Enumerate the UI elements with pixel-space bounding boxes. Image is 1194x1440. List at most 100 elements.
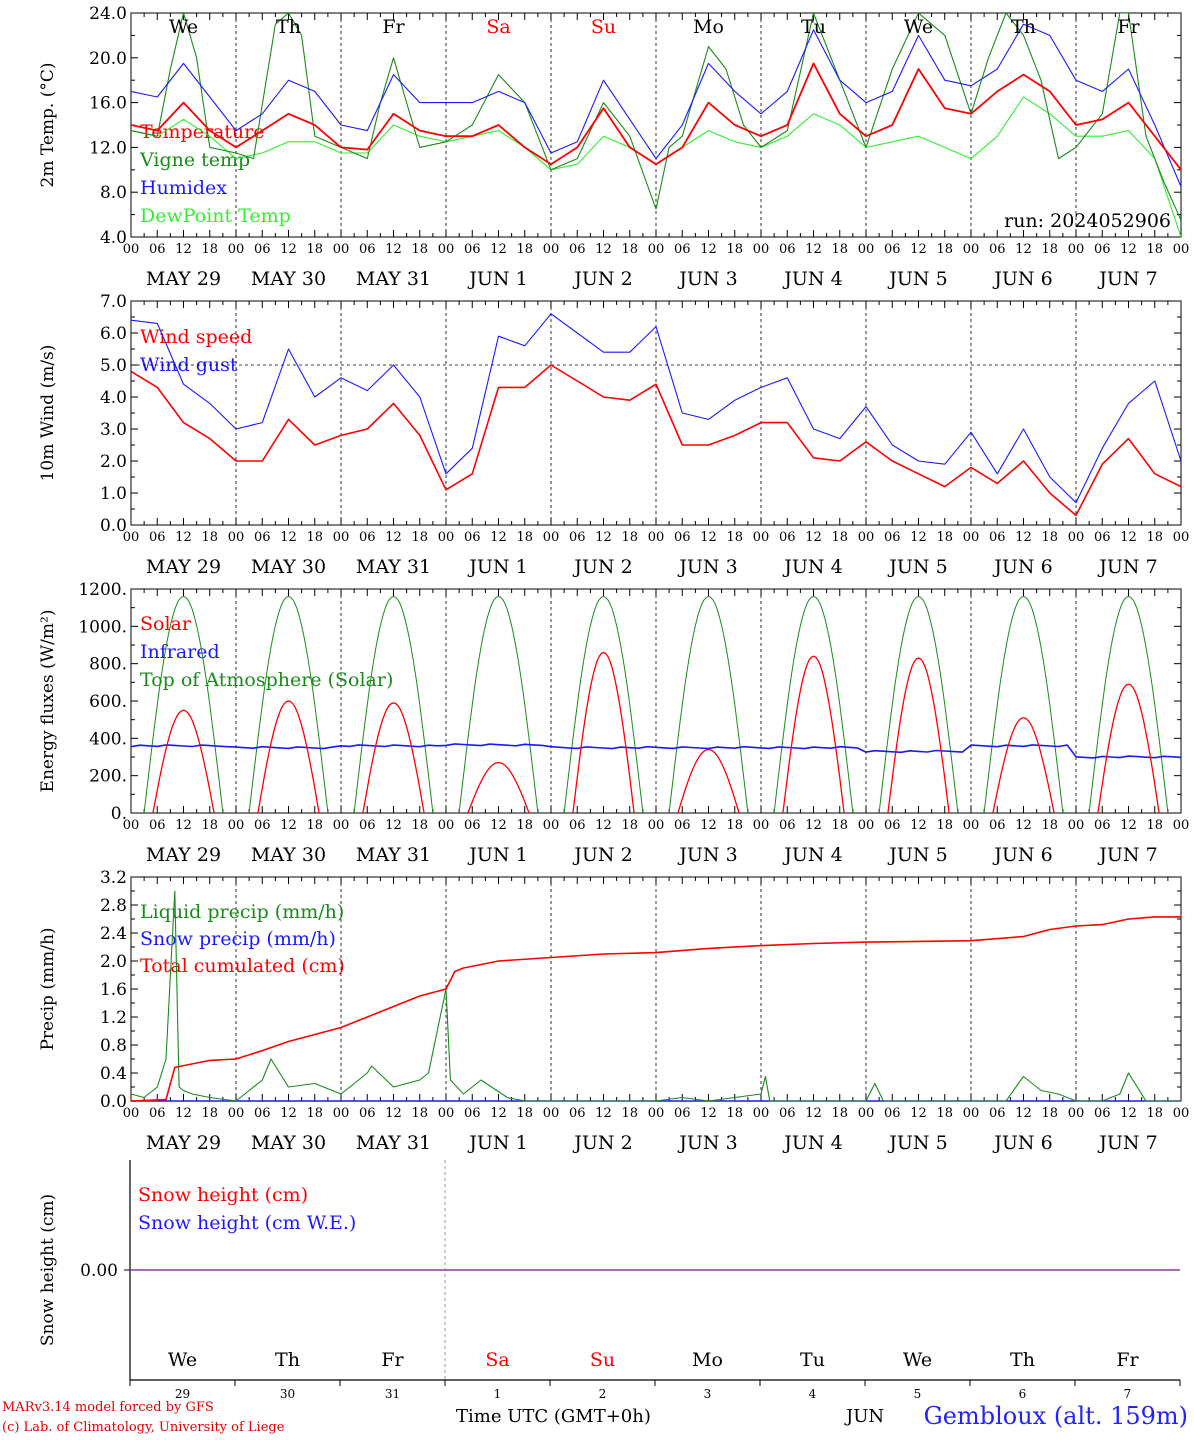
- date-label: JUN 4: [782, 268, 842, 290]
- hour-tick-label: 12: [595, 1106, 612, 1121]
- hour-tick-label: 12: [910, 242, 927, 257]
- hour-tick-label: 06: [989, 530, 1006, 545]
- hour-tick-label: 12: [490, 242, 507, 257]
- series-solar-day: [467, 761, 530, 814]
- series-solar-day: [152, 709, 215, 814]
- hour-tick-label: 06: [359, 818, 376, 833]
- hour-tick-label: 12: [1015, 1106, 1032, 1121]
- hour-tick-label: 00: [753, 242, 770, 257]
- hour-tick-label: 12: [1015, 530, 1032, 545]
- weekday-label: We: [169, 16, 198, 38]
- y-axis-label: Energy fluxes (W/m²): [38, 610, 58, 793]
- date-label: JUN 6: [992, 268, 1052, 290]
- day-number: 4: [809, 1387, 817, 1401]
- hour-tick-label: 00: [543, 242, 560, 257]
- hour-tick-label: 12: [490, 530, 507, 545]
- hour-tick-label: 00: [333, 242, 350, 257]
- hour-tick-label: 06: [254, 242, 271, 257]
- panel-5: 0.00 Snow height (cm) Snow height (cm) Snow…: [38, 1160, 1181, 1401]
- date-label: MAY 30: [251, 268, 326, 290]
- weekday-label: Th: [1010, 1349, 1035, 1371]
- date-label: JUN 6: [992, 844, 1052, 866]
- hour-tick-label: 12: [490, 1106, 507, 1121]
- plot-frame: [130, 300, 1182, 526]
- day-number: 6: [1019, 1387, 1027, 1401]
- y-tick-label: 5.0: [100, 356, 127, 376]
- hour-tick-label: 18: [1146, 1106, 1163, 1121]
- date-label: MAY 29: [146, 844, 221, 866]
- date-label: JUN 3: [677, 268, 737, 290]
- date-label: MAY 31: [356, 268, 431, 290]
- hour-tick-label: 06: [674, 242, 691, 257]
- hour-tick-label: 06: [149, 242, 166, 257]
- weekday-label: Th: [276, 16, 301, 38]
- series-liquid-precip: [130, 890, 1181, 1102]
- hour-tick-label: 12: [910, 1106, 927, 1121]
- legend-entry: Wind gust: [140, 354, 238, 376]
- day-number: 31: [385, 1387, 400, 1401]
- hour-tick-label: 12: [175, 818, 192, 833]
- hour-tick-label: 00: [1173, 818, 1190, 833]
- y-tick-label: 20.0: [89, 49, 127, 69]
- hour-tick-label: 18: [201, 530, 218, 545]
- hour-tick-label: 00: [858, 818, 875, 833]
- hour-tick-label: 00: [1068, 1106, 1085, 1121]
- date-label: JUN 6: [992, 1132, 1052, 1154]
- hour-tick-label: 06: [464, 818, 481, 833]
- hour-tick-label: 12: [595, 242, 612, 257]
- y-tick-label: 16.0: [89, 94, 127, 114]
- hour-tick-label: 18: [306, 530, 323, 545]
- weekday-label: Tu: [801, 16, 826, 38]
- y-tick-label: 200.: [89, 767, 127, 787]
- y-tick-label: 4.0: [100, 228, 127, 248]
- series-toa-day: [563, 596, 644, 814]
- y-tick-label: 0.8: [100, 1036, 127, 1056]
- weekday-label: Fr: [382, 16, 405, 38]
- hour-tick-label: 06: [464, 242, 481, 257]
- hour-tick-label: 18: [306, 818, 323, 833]
- y-axis-label: Precip (mm/h): [38, 927, 58, 1050]
- hour-tick-label: 00: [1173, 530, 1190, 545]
- hour-tick-label: 00: [543, 818, 560, 833]
- hour-tick-label: 12: [1120, 1106, 1137, 1121]
- y-tick-label: 2.0: [100, 452, 127, 472]
- hour-tick-label: 06: [779, 1106, 796, 1121]
- hour-tick-label: 06: [359, 530, 376, 545]
- hour-tick-label: 12: [805, 530, 822, 545]
- series-solar-day: [257, 700, 320, 814]
- hour-tick-label: 00: [333, 1106, 350, 1121]
- date-label: JUN 2: [572, 1132, 632, 1154]
- series-solar-day: [1097, 683, 1160, 814]
- hour-tick-label: 18: [516, 818, 533, 833]
- date-label: JUN 3: [677, 1132, 737, 1154]
- hour-tick-label: 06: [569, 530, 586, 545]
- series-temperature: [131, 62, 1181, 171]
- hour-tick-label: 06: [1094, 818, 1111, 833]
- date-label: JUN 1: [467, 556, 527, 578]
- panel-4: 0.0 0.4 0.8 1.2 1.6 2.0 2.4 2.8 3.2 Precip (mm/h)…: [38, 868, 1189, 1154]
- hour-tick-label: 12: [910, 818, 927, 833]
- date-label: MAY 31: [356, 1132, 431, 1154]
- series-vigne-temp: [131, 13, 1181, 221]
- hour-tick-label: 00: [963, 242, 980, 257]
- hour-tick-label: 00: [648, 818, 665, 833]
- hour-tick-label: 18: [726, 242, 743, 257]
- panel-2: 0.0 1.0 2.0 3.0 4.0 5.0 6.0 7.0 10m Wind (m/s) 00…: [38, 292, 1189, 578]
- hour-tick-label: 00: [1173, 242, 1190, 257]
- hour-tick-label: 00: [753, 530, 770, 545]
- legend-entry: Infrared: [140, 641, 220, 663]
- date-label: JUN 5: [887, 844, 947, 866]
- series-solar-day: [887, 657, 950, 814]
- hour-tick-label: 12: [700, 818, 717, 833]
- hour-tick-label: 06: [359, 1106, 376, 1121]
- hour-tick-label: 00: [858, 1106, 875, 1121]
- weekday-label: We: [903, 1349, 932, 1371]
- hour-tick-label: 18: [1041, 818, 1058, 833]
- y-tick-label: 0.0: [100, 1092, 127, 1112]
- weekday-label: Sa: [486, 16, 510, 38]
- hour-tick-label: 12: [910, 530, 927, 545]
- hour-tick-label: 06: [359, 242, 376, 257]
- hour-tick-label: 18: [411, 530, 428, 545]
- date-label: JUN 3: [677, 844, 737, 866]
- hour-tick-label: 06: [989, 242, 1006, 257]
